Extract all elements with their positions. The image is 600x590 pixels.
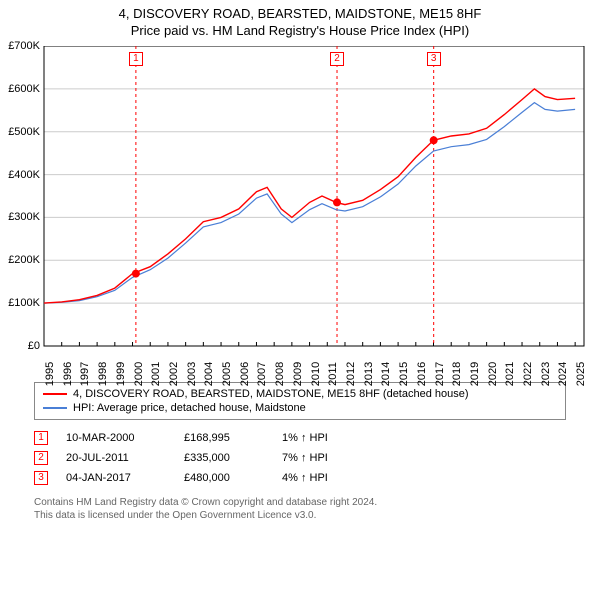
x-tick-label: 1997 [79, 362, 91, 386]
transaction-price: £168,995 [184, 432, 264, 444]
x-tick-label: 2004 [203, 362, 215, 386]
legend-item: HPI: Average price, detached house, Maid… [43, 401, 557, 415]
x-tick-label: 2013 [363, 362, 375, 386]
x-tick-label: 2014 [380, 362, 392, 386]
transaction-vs-hpi: 7% ↑ HPI [282, 452, 392, 464]
x-tick-label: 2012 [345, 362, 357, 386]
page-subtitle: Price paid vs. HM Land Registry's House … [0, 21, 600, 42]
x-tick-label: 1995 [44, 362, 56, 386]
x-tick-label: 2016 [416, 362, 428, 386]
footer-attribution: Contains HM Land Registry data © Crown c… [34, 496, 566, 522]
x-tick-label: 2006 [239, 362, 251, 386]
transaction-marker: 1 [34, 431, 48, 445]
sale-marker-box: 1 [129, 52, 143, 66]
x-tick-label: 2011 [327, 362, 339, 386]
transaction-price: £335,000 [184, 452, 264, 464]
transaction-marker: 3 [34, 471, 48, 485]
y-tick-label: £100K [8, 297, 40, 309]
x-tick-label: 2005 [221, 362, 233, 386]
sale-dot [430, 136, 438, 144]
sale-marker-box: 2 [330, 52, 344, 66]
transaction-date: 20-JUL-2011 [66, 452, 166, 464]
x-tick-label: 2001 [150, 362, 162, 386]
x-tick-label: 2000 [133, 362, 145, 386]
transaction-row: 3 04-JAN-2017 £480,000 4% ↑ HPI [34, 468, 566, 488]
transactions-table: 1 10-MAR-2000 £168,995 1% ↑ HPI 2 20-JUL-2011… [34, 428, 566, 488]
transaction-vs-hpi: 4% ↑ HPI [282, 472, 392, 484]
chart-area: £0£100K£200K£300K£400K£500K£600K£700K 12… [0, 46, 600, 346]
x-tick-label: 1999 [115, 362, 127, 386]
transaction-row: 1 10-MAR-2000 £168,995 1% ↑ HPI [34, 428, 566, 448]
x-tick-label: 1996 [62, 362, 74, 386]
transaction-vs-hpi: 1% ↑ HPI [282, 432, 392, 444]
sale-dot [333, 198, 341, 206]
y-tick-label: £400K [8, 169, 40, 181]
legend-swatch [43, 393, 67, 395]
sale-marker-box: 3 [427, 52, 441, 66]
sale-dot [132, 270, 140, 278]
x-tick-label: 2021 [504, 362, 516, 386]
y-tick-label: £200K [8, 254, 40, 266]
transaction-price: £480,000 [184, 472, 264, 484]
transaction-date: 04-JAN-2017 [66, 472, 166, 484]
legend-item: 4, DISCOVERY ROAD, BEARSTED, MAIDSTONE, … [43, 387, 557, 401]
x-tick-label: 2025 [575, 362, 587, 386]
legend-label: HPI: Average price, detached house, Maid… [73, 402, 306, 414]
x-axis-labels: 1995199619971998199920002001200220032004… [0, 346, 600, 376]
x-tick-label: 2019 [469, 362, 481, 386]
transaction-marker: 2 [34, 451, 48, 465]
x-tick-label: 2009 [292, 362, 304, 386]
x-tick-label: 2010 [310, 362, 322, 386]
x-tick-label: 2017 [434, 362, 446, 386]
x-tick-label: 2020 [487, 362, 499, 386]
x-tick-label: 1998 [97, 362, 109, 386]
footer-line-2: This data is licensed under the Open Gov… [34, 509, 566, 522]
x-tick-label: 2008 [274, 362, 286, 386]
x-tick-label: 2015 [398, 362, 410, 386]
x-tick-label: 2003 [186, 362, 198, 386]
x-tick-label: 2002 [168, 362, 180, 386]
footer-line-1: Contains HM Land Registry data © Crown c… [34, 496, 566, 509]
y-tick-label: £500K [8, 126, 40, 138]
y-tick-label: £300K [8, 211, 40, 223]
x-tick-label: 2007 [256, 362, 268, 386]
legend: 4, DISCOVERY ROAD, BEARSTED, MAIDSTONE, … [34, 382, 566, 420]
transaction-date: 10-MAR-2000 [66, 432, 166, 444]
series-property [44, 89, 575, 303]
x-tick-label: 2023 [540, 362, 552, 386]
x-tick-label: 2018 [451, 362, 463, 386]
legend-label: 4, DISCOVERY ROAD, BEARSTED, MAIDSTONE, … [73, 388, 469, 400]
transaction-row: 2 20-JUL-2011 £335,000 7% ↑ HPI [34, 448, 566, 468]
page-title: 4, DISCOVERY ROAD, BEARSTED, MAIDSTONE, … [0, 0, 600, 21]
chart-svg [0, 46, 596, 347]
legend-swatch [43, 407, 67, 409]
y-tick-label: £600K [8, 83, 40, 95]
x-tick-label: 2022 [522, 362, 534, 386]
x-tick-label: 2024 [557, 362, 569, 386]
y-tick-label: £700K [8, 40, 40, 52]
